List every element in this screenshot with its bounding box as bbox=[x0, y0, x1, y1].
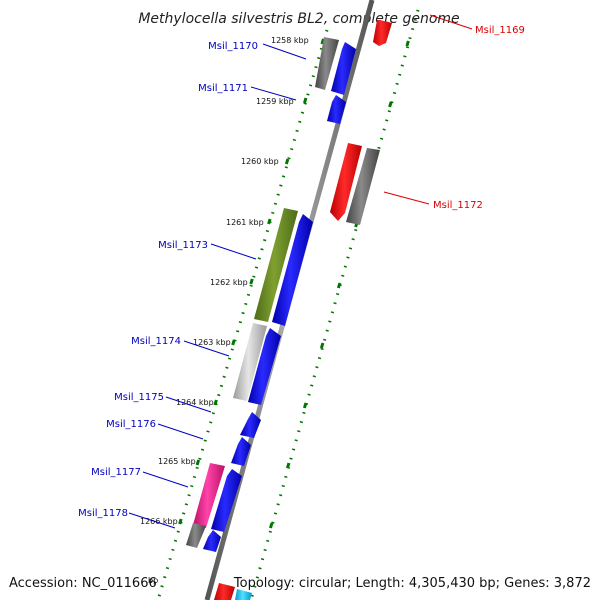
tick-mark-left-8 bbox=[178, 518, 183, 525]
gene-arrow-msil-1172[interactable] bbox=[330, 143, 362, 221]
plus-strand-guide bbox=[156, 29, 329, 600]
gene-arrow-msil-1177[interactable] bbox=[211, 469, 242, 532]
gene-labels: Msil_1170 Msil_1171 Msil_1173 Msil_1174 … bbox=[78, 25, 525, 519]
feature-bar-cyan-partial[interactable] bbox=[235, 589, 252, 600]
gene-label-msil-1172[interactable]: Msil_1172 bbox=[433, 200, 483, 211]
gene-arrow-msil-1173[interactable] bbox=[272, 214, 313, 326]
tick-label-1259: 1259 kbp bbox=[256, 97, 294, 106]
tick-mark-right-1 bbox=[388, 101, 393, 108]
tick-mark-right-0 bbox=[405, 40, 410, 47]
tick-mark-right-8 bbox=[269, 522, 274, 529]
feature-bars bbox=[186, 37, 380, 600]
tick-mark-left-2 bbox=[284, 158, 290, 165]
tick-label-1263: 1263 kbp bbox=[193, 338, 231, 347]
tick-label-1258: 1258 kbp bbox=[271, 36, 309, 45]
gene-label-msil-1177[interactable]: Msil_1177 bbox=[91, 467, 141, 478]
tick-labels: 1258 kbp 1259 kbp 1260 kbp 1261 kbp 1262… bbox=[140, 36, 309, 526]
gene-label-msil-1169[interactable]: Msil_1169 bbox=[475, 25, 525, 36]
tick-label-1264: 1264 kbp bbox=[176, 398, 214, 407]
gene-arrows bbox=[203, 20, 392, 552]
tick-mark-left-4 bbox=[249, 278, 254, 285]
feature-bar-grey-1170[interactable] bbox=[315, 37, 339, 90]
tick-marks-left bbox=[178, 38, 325, 525]
gene-label-msil-1175[interactable]: Msil_1175 bbox=[114, 392, 164, 403]
map-title: Methylocella silvestris BL2, complete ge… bbox=[138, 11, 459, 27]
leader-lines bbox=[128, 14, 473, 529]
feature-bar-grey-1172[interactable] bbox=[346, 148, 380, 225]
gene-arrow-msil-1169[interactable] bbox=[373, 20, 392, 46]
tick-mark-right-6 bbox=[302, 402, 308, 409]
gene-arrow-msil-1176[interactable] bbox=[231, 437, 251, 466]
feature-bar-red-partial[interactable] bbox=[214, 583, 235, 600]
gene-arrow-msil-1178[interactable] bbox=[203, 530, 221, 552]
gene-label-msil-1178[interactable]: Msil_1178 bbox=[78, 508, 128, 519]
feature-bar-green-1173[interactable] bbox=[254, 208, 298, 322]
tick-label-1265: 1265 kbp bbox=[158, 457, 196, 466]
tick-label-1261: 1261 kbp bbox=[226, 218, 264, 227]
tick-mark-left-6 bbox=[213, 399, 218, 406]
tick-mark-left-3 bbox=[267, 218, 272, 225]
tick-mark-left-0 bbox=[320, 38, 325, 45]
gene-arrow-msil-1174[interactable] bbox=[248, 328, 281, 405]
tick-mark-right-5 bbox=[319, 342, 325, 349]
tick-label-1260: 1260 kbp bbox=[241, 157, 279, 166]
tick-mark-left-1 bbox=[303, 97, 308, 104]
accession-label: Accession: NC_011666 bbox=[9, 576, 157, 591]
gene-label-msil-1174[interactable]: Msil_1174 bbox=[131, 336, 181, 347]
gene-arrow-msil-1170[interactable] bbox=[331, 42, 356, 95]
genome-stats-label: Topology: circular; Length: 4,305,430 bp… bbox=[233, 576, 591, 591]
gene-label-msil-1173[interactable]: Msil_1173 bbox=[158, 240, 208, 251]
gene-label-msil-1170[interactable]: Msil_1170 bbox=[208, 41, 258, 52]
tick-mark-right-4 bbox=[336, 282, 342, 289]
partial-bp-label: bp bbox=[148, 576, 158, 585]
feature-bar-pink-1177[interactable] bbox=[193, 463, 225, 528]
feature-bar-lightgrey-1174[interactable] bbox=[233, 323, 267, 401]
tick-mark-left-5 bbox=[231, 339, 236, 346]
gene-arrow-msil-1171[interactable] bbox=[327, 95, 346, 124]
tick-label-1262: 1262 kbp bbox=[210, 278, 248, 287]
feature-bar-grey-1178[interactable] bbox=[186, 523, 206, 548]
tick-mark-left-7 bbox=[195, 459, 201, 466]
gene-label-msil-1176[interactable]: Msil_1176 bbox=[106, 419, 156, 430]
tick-mark-right-7 bbox=[285, 462, 291, 469]
tick-label-1266: 1266 kbp bbox=[140, 517, 178, 526]
gene-label-msil-1171[interactable]: Msil_1171 bbox=[198, 83, 248, 94]
gene-arrow-msil-1175[interactable] bbox=[240, 412, 261, 438]
